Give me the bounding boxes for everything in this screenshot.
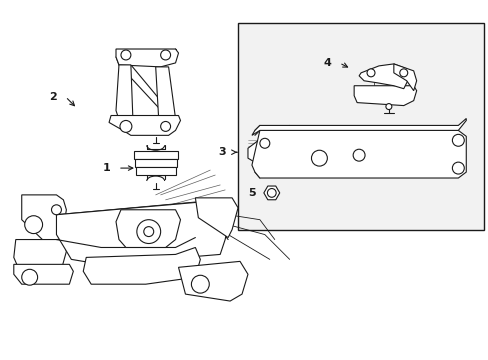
Polygon shape [116,210,180,247]
Circle shape [352,149,365,161]
Polygon shape [264,186,279,200]
Polygon shape [251,118,466,135]
Circle shape [311,150,326,166]
Polygon shape [251,130,466,178]
Circle shape [191,275,209,293]
Circle shape [120,121,132,132]
Polygon shape [14,239,66,271]
Polygon shape [83,247,200,284]
Polygon shape [178,261,247,301]
Text: 5: 5 [247,188,255,198]
Circle shape [137,220,161,243]
Polygon shape [116,65,133,125]
Polygon shape [56,200,230,264]
Text: 3: 3 [218,147,225,157]
Polygon shape [116,49,178,67]
Circle shape [366,69,374,77]
Circle shape [25,216,42,234]
Polygon shape [358,64,408,89]
Circle shape [385,104,391,109]
Circle shape [143,227,153,237]
Bar [238,23,483,230]
Circle shape [51,205,61,215]
Polygon shape [353,86,416,105]
Circle shape [267,189,276,197]
Polygon shape [134,151,177,159]
Circle shape [161,50,170,60]
Polygon shape [195,198,238,238]
Text: 4: 4 [323,58,330,68]
Circle shape [451,162,463,174]
Polygon shape [136,167,175,175]
Circle shape [121,50,131,60]
Polygon shape [109,116,180,135]
Polygon shape [21,195,66,247]
Circle shape [21,269,38,285]
Polygon shape [155,67,175,125]
Circle shape [451,134,463,146]
Circle shape [161,121,170,131]
Text: 2: 2 [49,92,57,102]
Circle shape [259,138,269,148]
Polygon shape [135,159,176,167]
Circle shape [399,69,407,77]
Polygon shape [247,129,284,165]
Polygon shape [393,64,416,91]
Polygon shape [14,264,73,284]
Text: 1: 1 [102,163,110,173]
